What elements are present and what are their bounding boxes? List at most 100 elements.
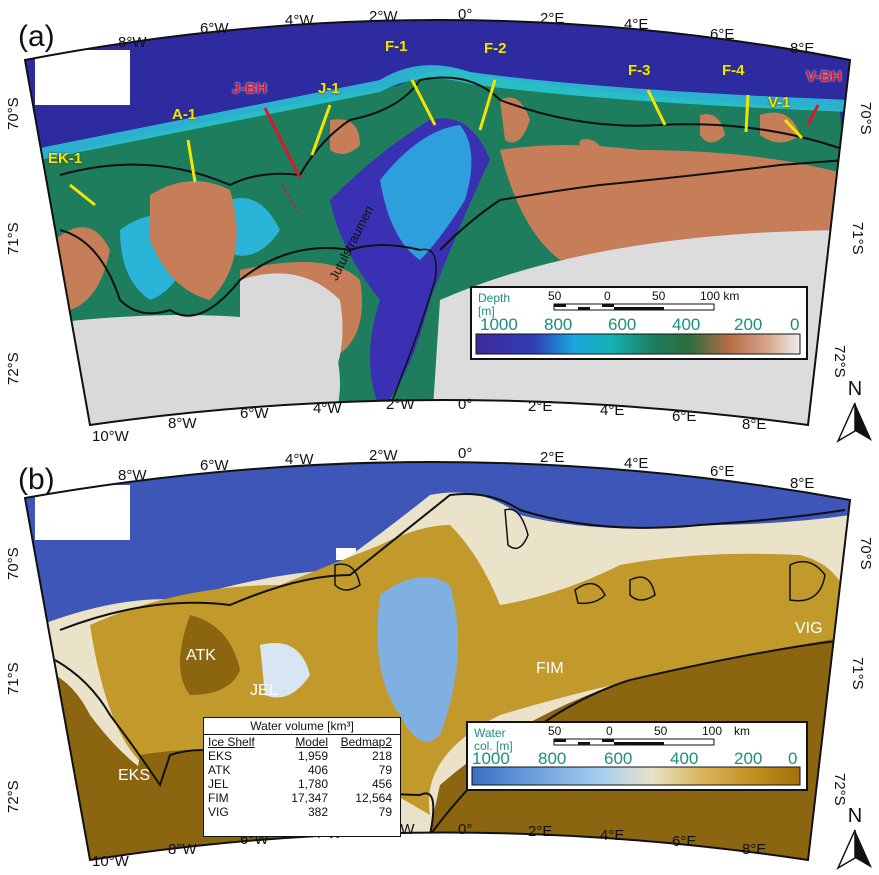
legend-tick: 400 xyxy=(672,315,701,334)
panel-b-right-lat: 72°S xyxy=(831,773,848,806)
legend-tick: 0 xyxy=(790,315,800,334)
scale-label: 100 xyxy=(702,724,723,738)
panel-a-map-svg xyxy=(23,19,852,427)
table-header: Ice Shelf xyxy=(208,735,255,749)
panel-a-frame xyxy=(23,19,852,427)
legend-tick: 200 xyxy=(734,749,763,768)
legend-tick: 600 xyxy=(604,749,633,768)
table-cell: JEL xyxy=(208,777,229,791)
table-cell: 382 xyxy=(307,805,328,819)
panel-b-left-lat: 71°S xyxy=(5,662,22,695)
shelf-label: EKS xyxy=(118,767,151,784)
table-row: EKS 1,959 218 xyxy=(204,749,400,763)
panel-a-bottom-lon: 6°W xyxy=(240,405,269,422)
profile-label: F-4 xyxy=(722,62,745,79)
panel-b-map-svg xyxy=(23,461,852,862)
panel-a-left-lat: 72°S xyxy=(5,352,22,385)
panel-b-top-lon: 4°W xyxy=(285,451,314,468)
table-row: ATK 406 79 xyxy=(204,763,400,777)
scale-label: 0 xyxy=(604,289,611,303)
legend-tick: 400 xyxy=(670,749,699,768)
panel-a-top-lon: 6°W xyxy=(200,20,229,37)
borehole-label: J-BH xyxy=(232,80,268,97)
panel-a-bottom-lon: 10°W xyxy=(92,428,129,445)
panel-b-top-lon: 4°E xyxy=(624,455,649,472)
shelf-label: FIM xyxy=(536,660,564,677)
panel-b-left-lat: 72°S xyxy=(5,780,22,813)
panel-a-right-lat: 71°S xyxy=(849,222,866,255)
scale-label: 100 km xyxy=(700,289,740,303)
table-cell: 79 xyxy=(378,763,392,777)
panel-a-top-lon: 8°W xyxy=(118,34,147,51)
scale-label: 50 xyxy=(548,289,562,303)
profile-label: F-2 xyxy=(484,40,507,57)
table-cell: 1,780 xyxy=(297,777,328,791)
panel-a-profile-lines xyxy=(69,79,820,207)
borehole-label: V-BH xyxy=(806,68,842,85)
panel-b-bottom-lon: 8°E xyxy=(742,841,767,858)
panel-b-top-lon: 2°E xyxy=(540,449,565,466)
table-row: VIG 382 79 xyxy=(204,805,400,819)
panel-b-bottom-lon: 4°E xyxy=(600,827,625,844)
table-title: Water volume [km³] xyxy=(204,718,400,735)
legend-tick: 800 xyxy=(544,315,573,334)
profile-label: F-1 xyxy=(385,38,408,55)
panel-a-top-lon: 2°E xyxy=(540,10,565,27)
shelf-label: ATK xyxy=(186,647,216,664)
table-header-row: Ice Shelf Model Bedmap2 xyxy=(204,735,400,749)
table-row: JEL 1,780 456 xyxy=(204,777,400,791)
table-cell: 456 xyxy=(371,777,392,791)
water-volume-table: Water volume [km³] Ice Shelf Model Bedma… xyxy=(203,717,401,837)
panel-a-top-lon: 8°E xyxy=(790,40,815,57)
panel-b-top-lon: 6°W xyxy=(200,457,229,474)
north-letter: N xyxy=(847,805,863,827)
table-cell: ATK xyxy=(208,763,231,777)
legend-tick: 800 xyxy=(538,749,567,768)
profile-label: V-1 xyxy=(768,94,791,111)
panel-a-bottom-lon: 8°W xyxy=(168,415,197,432)
panel-a-legend: Depth [m] 50 0 50 100 km 1000 800 600 40… xyxy=(470,286,808,360)
panel-a-bottom-lon: 8°E xyxy=(742,416,767,433)
scale-label: 50 xyxy=(652,289,666,303)
profile-label: A-1 xyxy=(172,106,197,123)
scale-label: km xyxy=(734,724,750,738)
north-arrow-icon xyxy=(836,402,872,443)
legend-tick: 200 xyxy=(734,315,763,334)
scale-label: 0 xyxy=(606,724,613,738)
table-cell: 218 xyxy=(371,749,392,763)
legend-tick: 0 xyxy=(788,749,798,768)
panel-b-letter: (b) xyxy=(18,463,55,496)
table-header: Bedmap2 xyxy=(340,735,392,749)
north-arrow: N xyxy=(834,805,876,875)
water-column-color-ramp xyxy=(471,766,801,786)
profile-label: EK-1 xyxy=(48,150,83,167)
panel-a-bottom-lon: 6°E xyxy=(672,408,697,425)
north-letter: N xyxy=(847,378,863,400)
scale-bar xyxy=(471,738,801,786)
panel-b-top-lon: 6°E xyxy=(710,463,735,480)
legend-tick: 1000 xyxy=(472,749,510,768)
legend-title: Depth [m] xyxy=(478,291,511,318)
panel-a-left-lat: 70°S xyxy=(5,97,22,130)
panel-a-top-lon: 4°E xyxy=(624,16,649,33)
shelf-label: JEL xyxy=(250,682,278,699)
panel-b-bottom-lon: 0° xyxy=(458,821,473,838)
table-cell: 1,959 xyxy=(297,749,328,763)
panel-b-top-lon: 8°E xyxy=(790,475,815,492)
panel-b-bottom-lon: 8°W xyxy=(168,841,197,858)
panel-b-bottom-lon: 10°W xyxy=(92,853,129,870)
scale-bar xyxy=(475,303,801,355)
panel-a-left-lat: 71°S xyxy=(5,222,22,255)
panel-b-left-lat: 70°S xyxy=(5,547,22,580)
table-header: Model xyxy=(295,735,328,749)
table-cell: EKS xyxy=(208,749,233,763)
panel-a-top-lon: 6°E xyxy=(710,26,735,43)
north-arrow-icon xyxy=(836,829,872,870)
profile-label: F-3 xyxy=(628,62,651,79)
panel-b-terrain xyxy=(25,461,850,860)
panel-b-water-column-map: (b) 8°W 6°W 4°W 2°W 0° 2°E 4°E 6°E 8°E 1… xyxy=(0,445,879,875)
shelf-label: VIG xyxy=(795,620,823,637)
table-cell: 406 xyxy=(307,763,328,777)
panel-a-bottom-lon: 0° xyxy=(458,396,473,413)
profile-label: J-1 xyxy=(318,80,340,97)
